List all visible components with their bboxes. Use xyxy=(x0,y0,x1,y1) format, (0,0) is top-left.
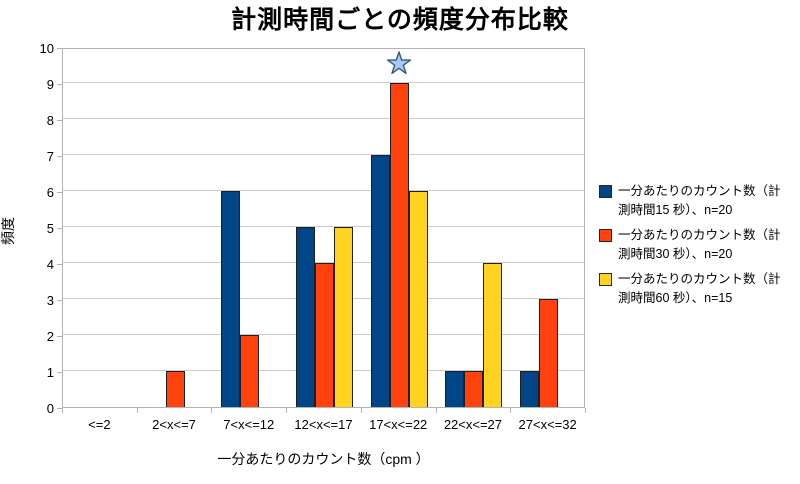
bar-series1-22<x<=27 xyxy=(445,371,465,407)
gridline xyxy=(63,154,584,155)
bar-series3-17<x<=22 xyxy=(408,191,428,407)
legend-item-3: 一分あたりのカウント数（計 測時間60 秒）、n=15 xyxy=(599,270,797,308)
bar-series3-22<x<=27 xyxy=(483,263,503,407)
legend-item-1: 一分あたりのカウント数（計 測時間15 秒）、n=20 xyxy=(599,182,797,220)
y-axis-tick xyxy=(57,48,62,49)
y-tick-label: 1 xyxy=(46,365,54,380)
gridline xyxy=(63,118,584,119)
y-tick-label: 4 xyxy=(46,257,54,272)
bar-series1-17<x<=22 xyxy=(370,155,390,407)
x-axis-title: 一分あたりのカウント数（cpm ） xyxy=(217,451,430,467)
y-tick-label: 5 xyxy=(46,221,54,236)
x-tick-label: 17<x<=22 xyxy=(369,417,428,432)
y-axis-tick xyxy=(57,120,62,121)
legend-label: 一分あたりのカウント数（計 測時間15 秒）、n=20 xyxy=(618,184,781,217)
x-tick-label: 27<x<=32 xyxy=(518,417,577,432)
x-axis-tick xyxy=(585,408,586,413)
y-tick-label: 3 xyxy=(46,293,54,308)
x-axis-tick xyxy=(136,408,138,413)
bar-series1-27<x<=32 xyxy=(520,371,540,407)
y-tick-label: 2 xyxy=(46,329,54,344)
bar-series2-17<x<=22 xyxy=(389,83,409,407)
bar-series2-7<x<=12 xyxy=(240,335,260,407)
gridline xyxy=(63,190,584,191)
y-tick-label: 0 xyxy=(46,401,54,416)
legend-swatch xyxy=(599,273,612,286)
gridline xyxy=(63,262,584,263)
y-axis-title: 頻度 xyxy=(0,217,16,245)
legend-swatch xyxy=(599,185,612,198)
y-tick-label: 9 xyxy=(46,77,54,92)
x-axis-tick xyxy=(286,408,288,413)
legend: 一分あたりのカウント数（計 測時間15 秒）、n=20 一分あたりのカウント数（計… xyxy=(599,182,797,314)
bar-series2-27<x<=32 xyxy=(539,299,559,407)
x-tick-label: 22<x<=27 xyxy=(443,417,503,432)
y-axis-tick xyxy=(57,228,62,229)
x-tick-label: 12<x<=17 xyxy=(294,417,353,432)
legend-item-2: 一分あたりのカウント数（計 測時間30 秒）、n=20 xyxy=(599,226,797,264)
x-tick-label: <=2 xyxy=(88,417,111,432)
y-axis-tick xyxy=(57,264,62,265)
x-tick-label: 7<x<=12 xyxy=(223,417,275,432)
y-axis-tick xyxy=(57,300,62,301)
bar-series2-12<x<=17 xyxy=(315,263,334,407)
y-tick-label: 10 xyxy=(39,41,54,56)
y-axis-tick xyxy=(57,156,62,157)
bar-series1-12<x<=17 xyxy=(296,227,315,407)
y-tick-label: 6 xyxy=(46,185,54,200)
chart-title: 計測時間ごとの頻度分布比較 xyxy=(231,6,569,34)
x-axis-tick xyxy=(435,408,437,413)
x-axis-tick xyxy=(510,408,512,413)
y-axis-tick xyxy=(57,408,62,409)
bar-series3-12<x<=17 xyxy=(334,227,353,407)
legend-label: 一分あたりのカウント数（計 測時間30 秒）、n=20 xyxy=(618,228,781,261)
plot-area xyxy=(62,48,585,408)
legend-label: 一分あたりのカウント数（計 測時間60 秒）、n=15 xyxy=(618,272,781,305)
x-axis-tick xyxy=(62,408,63,413)
bar-series1-7<x<=12 xyxy=(221,191,241,407)
x-tick-label: 2<x<=7 xyxy=(152,417,196,432)
bar-series2-2<x<=7 xyxy=(165,371,185,407)
y-axis-tick xyxy=(57,192,62,193)
y-axis-tick xyxy=(57,372,62,373)
y-tick-label: 7 xyxy=(46,149,54,164)
gridline xyxy=(63,82,584,83)
x-axis-tick xyxy=(211,408,213,413)
bar-series2-22<x<=27 xyxy=(464,371,484,407)
star-marker xyxy=(387,51,412,75)
y-axis-tick xyxy=(57,336,62,337)
x-axis-tick xyxy=(360,408,362,413)
gridline xyxy=(63,226,584,227)
y-tick-label: 8 xyxy=(46,113,54,128)
y-axis-tick xyxy=(57,84,62,85)
legend-swatch xyxy=(599,229,612,242)
